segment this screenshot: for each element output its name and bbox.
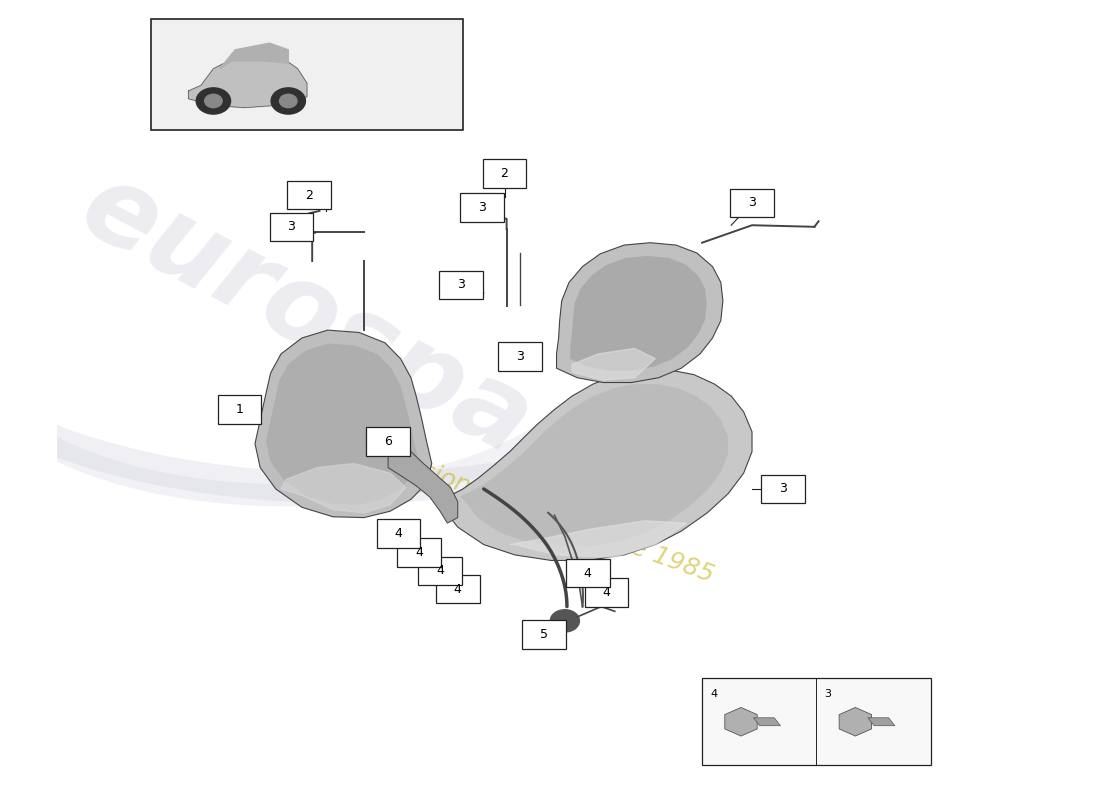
Text: 3: 3 <box>824 689 832 698</box>
Text: a passion for parts since 1985: a passion for parts since 1985 <box>354 435 717 587</box>
Circle shape <box>279 94 297 108</box>
Polygon shape <box>280 463 406 513</box>
Polygon shape <box>754 718 781 726</box>
Circle shape <box>271 88 306 114</box>
Circle shape <box>205 94 222 108</box>
FancyBboxPatch shape <box>460 194 504 222</box>
Text: eurospares: eurospares <box>63 153 717 568</box>
Polygon shape <box>868 718 895 726</box>
FancyBboxPatch shape <box>418 557 462 585</box>
Polygon shape <box>437 370 752 561</box>
Polygon shape <box>460 384 728 546</box>
Text: 2: 2 <box>305 189 314 202</box>
Bar <box>702 678 931 766</box>
Text: 5: 5 <box>540 628 548 641</box>
FancyBboxPatch shape <box>498 342 542 370</box>
FancyBboxPatch shape <box>584 578 628 606</box>
Polygon shape <box>220 43 288 69</box>
Text: 4: 4 <box>584 566 592 580</box>
FancyBboxPatch shape <box>730 189 773 218</box>
Polygon shape <box>839 707 871 736</box>
FancyBboxPatch shape <box>376 519 420 548</box>
FancyBboxPatch shape <box>366 427 410 456</box>
Text: 4: 4 <box>454 582 462 595</box>
Text: 3: 3 <box>779 482 788 495</box>
FancyBboxPatch shape <box>565 559 609 587</box>
Text: 4: 4 <box>395 527 403 540</box>
Polygon shape <box>572 348 656 380</box>
Polygon shape <box>255 330 432 518</box>
Polygon shape <box>388 444 458 523</box>
FancyBboxPatch shape <box>522 620 565 649</box>
FancyBboxPatch shape <box>483 159 527 188</box>
Bar <box>151 18 463 130</box>
FancyBboxPatch shape <box>436 574 480 603</box>
Text: 4: 4 <box>416 546 424 559</box>
Text: 3: 3 <box>456 278 465 291</box>
Circle shape <box>550 610 580 632</box>
Text: 3: 3 <box>516 350 524 363</box>
FancyBboxPatch shape <box>270 213 314 241</box>
FancyBboxPatch shape <box>761 474 805 503</box>
FancyBboxPatch shape <box>287 181 331 210</box>
Polygon shape <box>557 242 723 382</box>
Polygon shape <box>570 256 706 370</box>
Text: 3: 3 <box>477 202 485 214</box>
FancyBboxPatch shape <box>397 538 441 567</box>
FancyBboxPatch shape <box>439 270 483 299</box>
Text: 4: 4 <box>710 689 717 698</box>
Text: 4: 4 <box>436 564 444 578</box>
Polygon shape <box>725 707 757 736</box>
Text: 6: 6 <box>384 435 392 448</box>
Text: 3: 3 <box>287 220 295 234</box>
Polygon shape <box>509 521 686 558</box>
Text: 2: 2 <box>500 167 508 180</box>
Text: 4: 4 <box>603 586 611 598</box>
Polygon shape <box>188 54 307 108</box>
FancyBboxPatch shape <box>218 395 261 424</box>
Text: 1: 1 <box>235 403 243 416</box>
Polygon shape <box>266 343 418 505</box>
Circle shape <box>196 88 231 114</box>
Text: 3: 3 <box>748 197 756 210</box>
